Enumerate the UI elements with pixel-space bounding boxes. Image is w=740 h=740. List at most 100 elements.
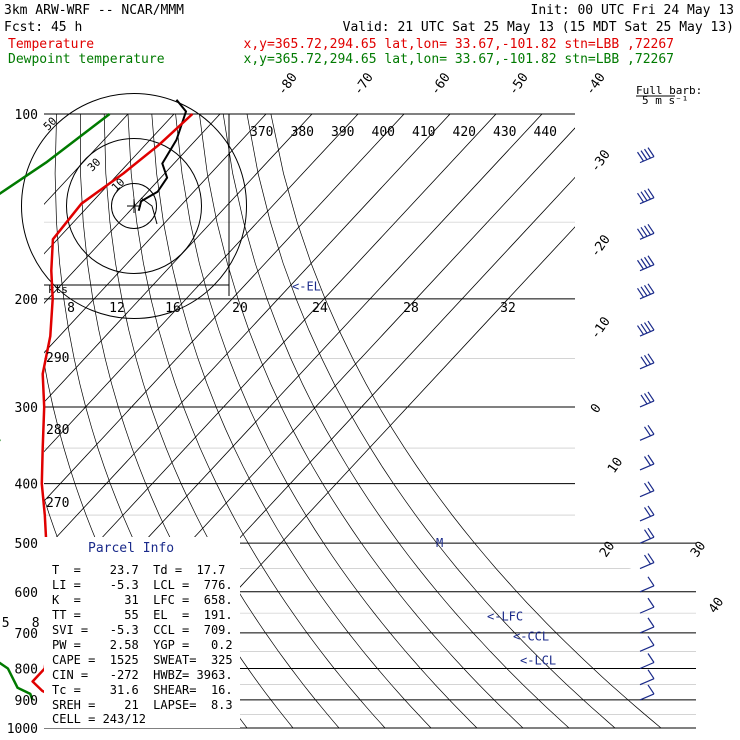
level-marker: <-CCL (513, 629, 549, 643)
wind-barb (640, 354, 654, 369)
theta-e-label: 430 (493, 125, 516, 140)
mixing-ratio-label: 5 (2, 616, 10, 631)
wind-barb-flag (648, 598, 654, 607)
wind-barb-staff (640, 491, 654, 497)
isotherm-tick-label: -60 (428, 70, 454, 98)
wind-barb-flag (648, 618, 654, 627)
level-marker: <-LCL (520, 653, 556, 667)
theta-e-label: 370 (250, 125, 273, 140)
legend-dewpoint: Dewpoint temperature (8, 52, 165, 67)
parcel-info-panel: Parcel Info T = 23.7 Td = 17.7 LI = -5.3… (44, 537, 240, 728)
melting-level-marker: M (436, 536, 443, 550)
wind-barb-staff (640, 645, 654, 651)
isotherm-tick-label: -10 (588, 314, 614, 342)
wind-barb (640, 425, 654, 440)
wind-barb-staff (640, 627, 654, 633)
isotherm-tick-label: 30 (688, 539, 709, 560)
wind-barb (640, 618, 654, 633)
legend-dewpoint-location: x,y=365.72,294.65 lat,lon= 33.67,-101.82… (244, 52, 674, 67)
wind-barb (640, 598, 654, 613)
wind-barb (640, 577, 654, 592)
parcel-row: TT = 55 EL = 191. (52, 608, 233, 622)
theta-e-label: 410 (412, 125, 435, 140)
isotherm-tick-label: -20 (588, 232, 614, 260)
wind-barb-staff (640, 537, 654, 543)
lapse-axis-label: 32 (500, 301, 516, 316)
parcel-row: LI = -5.3 LCL = 776. (52, 578, 233, 592)
wind-barb (638, 189, 655, 204)
wind-barb-staff (640, 515, 654, 521)
mixing-ratio-label: 8 (32, 616, 40, 631)
parcel-row: PW = 2.58 YGP = 0.2 (52, 638, 233, 652)
parcel-row: SREH = 21 LAPSE= 8.3 (52, 698, 233, 712)
theta-e-label: 440 (534, 125, 557, 140)
header-valid: Valid: 21 UTC Sat 25 May 13 (15 MDT Sat … (343, 20, 734, 35)
wind-barb (640, 554, 654, 569)
mixing-ratio-line (0, 592, 6, 728)
wind-barb (640, 392, 654, 407)
level-marker: <-EL (292, 280, 321, 294)
lapse-axis-label: 12 (109, 301, 125, 316)
wind-barb-staff (640, 586, 654, 592)
parcel-row: CIN = -272 HWBZ= 3963. (52, 668, 233, 682)
parcel-row: K = 31 LFC = 658. (52, 593, 233, 607)
isotherm-tick-label: -30 (588, 147, 614, 175)
isotherm-tick-label: 10 (605, 455, 626, 476)
wind-barb-staff (640, 464, 654, 470)
wind-barb-flag (648, 685, 654, 694)
wind-barb (640, 482, 654, 497)
level-marker: <-LFC (487, 609, 523, 623)
isotherm-tick-label: -50 (506, 70, 532, 98)
wind-barb-flag (648, 577, 654, 586)
lapse-axis-label: 16 (165, 301, 181, 316)
theta-e-label: 380 (291, 125, 314, 140)
wind-barb (640, 506, 654, 521)
parcel-row: SVI = -5.3 CCL = 709. (52, 623, 233, 637)
parcel-row: T = 23.7 Td = 17.7 (52, 563, 225, 577)
header-model: 3km ARW-WRF -- NCAR/MMM (4, 3, 184, 18)
pressure-tick-label: 800 (15, 662, 38, 677)
wind-barb-staff (640, 434, 654, 440)
dry-adiabat-label: 270 (46, 496, 69, 511)
lapse-axis-label: 20 (232, 301, 248, 316)
dry-adiabat (199, 114, 523, 728)
wind-barb (638, 321, 655, 336)
isotherm-tick-label: 0 (588, 401, 605, 416)
wind-barb-staff (640, 662, 654, 668)
isotherm-tick-label: 40 (706, 595, 727, 616)
wind-barb-flag (648, 653, 654, 662)
isotherm-tick-label: -80 (275, 70, 301, 98)
wind-barb (640, 685, 654, 700)
dry-adiabat-label: 290 (46, 351, 69, 366)
pressure-tick-label: 600 (15, 586, 38, 601)
parcel-info-title: Parcel Info (88, 541, 174, 556)
parcel-row: CAPE = 1525 SWEAT= 325 (52, 653, 233, 667)
wind-barb-staff (640, 563, 654, 569)
legend-temperature-location: x,y=365.72,294.65 lat,lon= 33.67,-101.82… (244, 37, 674, 52)
wind-barb (638, 148, 655, 163)
lapse-axis-label: 28 (403, 301, 419, 316)
storm-motion-mark (141, 198, 157, 224)
parcel-row: CELL = 243/12 (52, 712, 146, 726)
wind-barb (640, 636, 654, 651)
wind-barb-flag (648, 670, 654, 679)
pressure-tick-label: 500 (15, 537, 38, 552)
dry-adiabat (271, 114, 661, 728)
wind-barb (638, 224, 655, 239)
pressure-tick-label: 100 (15, 108, 38, 123)
lapse-axis-label: 8 (67, 301, 75, 316)
pressure-tick-label: 1000 (7, 722, 38, 737)
parcel-row: Tc = 31.6 SHEAR= 16. (52, 683, 233, 697)
theta-e-label: 420 (453, 125, 476, 140)
theta-e-label: 390 (331, 125, 354, 140)
wind-barb (640, 455, 654, 470)
wind-barb-staff (640, 694, 654, 700)
wind-barb (640, 528, 654, 543)
wind-barb-flag (648, 636, 654, 645)
theta-e-label: 400 (372, 125, 395, 140)
wind-barb (640, 670, 654, 685)
wind-barb (638, 284, 655, 299)
hodograph-ring-label: 30 (85, 156, 104, 175)
